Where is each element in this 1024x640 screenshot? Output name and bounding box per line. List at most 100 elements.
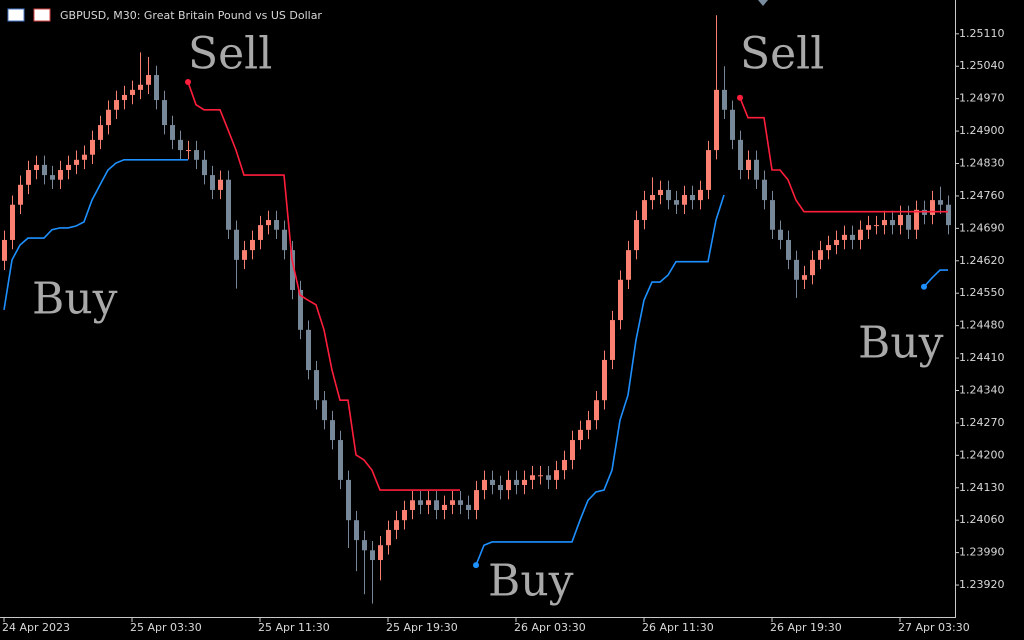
candle-body [338,440,343,480]
signal-dot [737,94,743,101]
candle-body [690,195,695,201]
icon [33,8,51,22]
candle-body [298,289,303,330]
candle-body [442,504,447,510]
candle-body [330,420,335,441]
candle-body [434,500,439,510]
candle-body [458,500,463,505]
candle-body [794,259,799,280]
candle-body [82,154,87,160]
candle-body [722,89,727,110]
candle-body [402,509,407,521]
y-tick-label: 1.24760 [959,189,1005,202]
indicator-line [187,81,948,491]
candle-body [218,179,223,190]
candle-body [386,529,391,546]
candle-body [650,195,655,201]
candle-body [546,475,551,480]
candle-body [890,220,895,226]
candle-body [754,159,759,180]
candle-body [266,220,271,226]
candle-body [738,139,743,170]
candle-body [946,204,951,226]
y-tick-label: 1.24200 [959,448,1005,461]
candle-body [666,189,671,201]
candle-body [18,184,23,205]
candle-body [194,150,199,160]
candle-body [834,239,839,246]
x-tick-label: 25 Apr 03:30 [130,621,202,634]
candle-body [138,84,143,90]
candle-body [58,169,63,180]
candle-body [810,259,815,276]
candle-body [162,100,167,126]
candle-body [778,229,783,240]
candle-body [474,490,479,510]
candle-body [290,250,295,290]
candle-body [530,475,535,480]
candle-body [498,484,503,491]
candle-body [106,109,111,126]
candle-body [146,75,151,85]
candle-body [634,220,639,251]
candle-body [938,200,943,205]
candle-body [506,479,511,491]
candle-body [26,169,31,185]
candle-body [170,125,175,140]
x-tick-label: 25 Apr 19:30 [386,621,458,634]
y-tick-label: 1.25040 [959,59,1005,72]
y-tick-label: 1.24550 [959,286,1005,299]
candle-body [74,159,79,165]
signal-label: Buy [32,274,118,325]
candle-body [874,225,879,227]
candle-body [770,200,775,230]
candle-body [866,225,871,230]
candle-body [682,195,687,205]
y-tick-label: 1.24270 [959,416,1005,429]
y-tick-label: 1.23990 [959,546,1005,559]
candle-body [490,479,495,485]
candle-body [482,479,487,491]
candle-body [378,545,383,561]
candle-body [786,239,791,260]
candle-body [914,209,919,230]
signal-label: Buy [488,556,574,607]
icon [7,8,25,22]
candle-body [282,229,287,251]
signal-dot [473,562,479,569]
candle-body [450,500,455,505]
y-tick-label: 1.24900 [959,124,1005,137]
y-tick-label: 1.24060 [959,513,1005,526]
candle-body [50,175,55,180]
candle-body [2,239,7,261]
x-tick-label: 26 Apr 11:30 [642,621,714,634]
candle-body [346,479,351,521]
candle-body [274,220,279,230]
y-tick-label: 1.24830 [959,157,1005,170]
x-tick-label: 27 Apr 03:30 [898,621,970,634]
y-tick-label: 1.24340 [959,383,1005,396]
y-tick-label: 1.24130 [959,481,1005,494]
x-tick-label: 26 Apr 19:30 [770,621,842,634]
candle-body [762,179,767,201]
candle-body [850,234,855,240]
candle-body [314,370,319,401]
candle-body [178,139,183,151]
y-tick-label: 1.25110 [959,27,1005,40]
candle-body [466,504,471,510]
candle-body [426,500,431,505]
candle-body [730,109,735,140]
candle-body [698,189,703,201]
x-tick-label: 25 Apr 11:30 [258,621,330,634]
candle-body [250,239,255,251]
candle-body [98,125,103,140]
candle-body [210,175,215,190]
candle-body [514,479,519,485]
candle-body [602,359,607,401]
indicator-line [3,159,948,566]
candle-body [394,520,399,530]
candle-body [322,400,327,421]
